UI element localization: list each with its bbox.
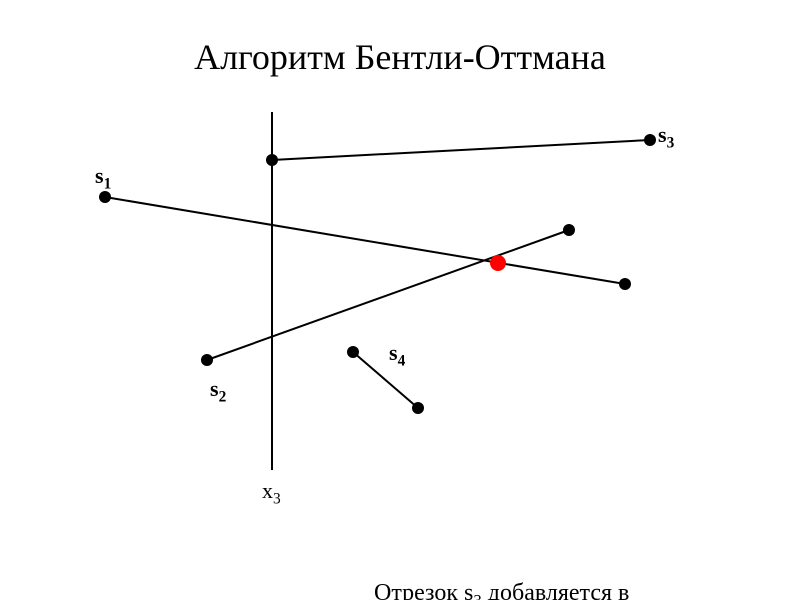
label-s1: s1 bbox=[95, 163, 111, 193]
diagram-stage: Алгоритм Бентли-Оттмана s1 s2 s3 s4 x3 О… bbox=[0, 0, 800, 600]
label-s1-sub: 1 bbox=[104, 175, 112, 192]
caption-l1-sub: 3 bbox=[473, 591, 481, 600]
label-s4-sub: 4 bbox=[398, 352, 406, 369]
label-s4: s4 bbox=[389, 340, 405, 370]
label-sweep-sub: 3 bbox=[273, 490, 281, 507]
label-s4-text: s bbox=[389, 340, 398, 365]
caption-block: Отрезок s3 добавляется в последовательно… bbox=[338, 480, 629, 600]
caption-line1: Отрезок s3 добавляется в bbox=[338, 545, 629, 600]
label-s3: s3 bbox=[658, 122, 674, 152]
label-s1-text: s bbox=[95, 163, 104, 188]
label-s3-sub: 3 bbox=[667, 134, 675, 151]
caption-l1-suffix: добавляется в bbox=[482, 580, 630, 600]
label-s2-text: s bbox=[210, 376, 219, 401]
label-sweep-x: x3 bbox=[262, 478, 281, 508]
label-s3-text: s bbox=[658, 122, 667, 147]
caption-l1-prefix: Отрезок s bbox=[374, 580, 473, 600]
label-s2: s2 bbox=[210, 376, 226, 406]
label-sweep-text: x bbox=[262, 478, 273, 503]
label-s2-sub: 2 bbox=[219, 388, 227, 405]
